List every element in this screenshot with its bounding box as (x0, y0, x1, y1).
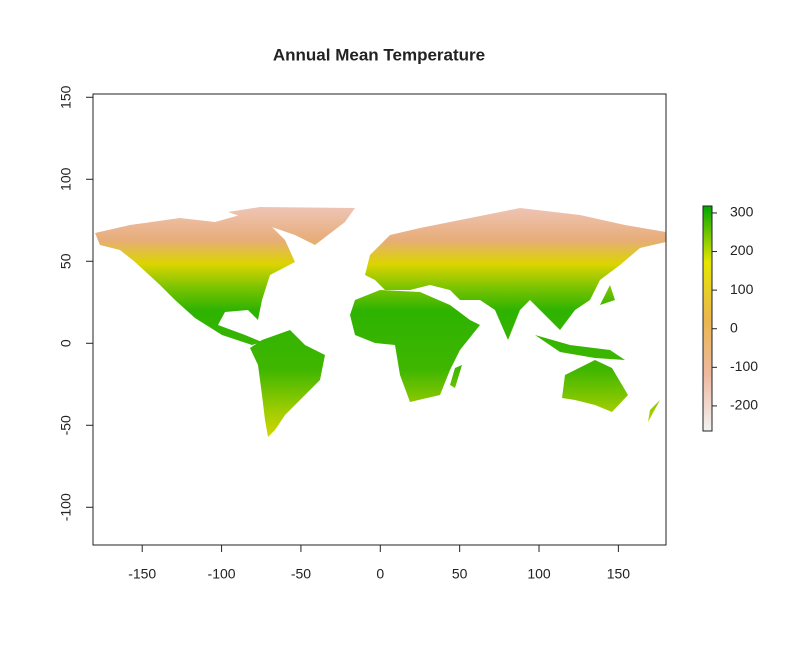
north-america (95, 215, 295, 345)
colorbar-tick-label: 100 (730, 281, 754, 297)
eurasia (365, 208, 666, 340)
y-tick-label: 0 (58, 339, 74, 347)
land-raster (95, 207, 666, 437)
greenland (228, 207, 355, 245)
colorbar-tick-label: 300 (730, 204, 754, 220)
x-tick-label: 50 (452, 566, 468, 582)
x-tick-label: -100 (208, 566, 236, 582)
y-tick-label: -50 (58, 415, 74, 435)
chart-title: Annual Mean Temperature (273, 45, 485, 64)
colorbar (702, 205, 713, 432)
madagascar (450, 365, 462, 388)
x-tick-label: -150 (128, 566, 156, 582)
x-tick-label: 150 (607, 566, 631, 582)
africa (350, 290, 480, 402)
y-tick-label: 100 (58, 167, 74, 191)
y-tick-label: -100 (58, 493, 74, 521)
colorbar-tick-label: -200 (730, 397, 758, 413)
japan (600, 285, 615, 305)
plot-frame (92, 93, 667, 546)
x-tick-label: 0 (376, 566, 384, 582)
south-america (250, 330, 325, 437)
x-tick-label: -50 (291, 566, 311, 582)
colorbar-tick-label: 200 (730, 242, 754, 258)
y-tick-label: 150 (58, 85, 74, 109)
y-tick-label: 50 (58, 253, 74, 269)
colorbar-tick-label: -100 (730, 358, 758, 374)
indonesia (535, 335, 625, 360)
x-tick-label: 100 (527, 566, 551, 582)
australia (562, 360, 628, 412)
colorbar-tick-label: 0 (730, 319, 738, 335)
new-zealand (648, 400, 660, 422)
